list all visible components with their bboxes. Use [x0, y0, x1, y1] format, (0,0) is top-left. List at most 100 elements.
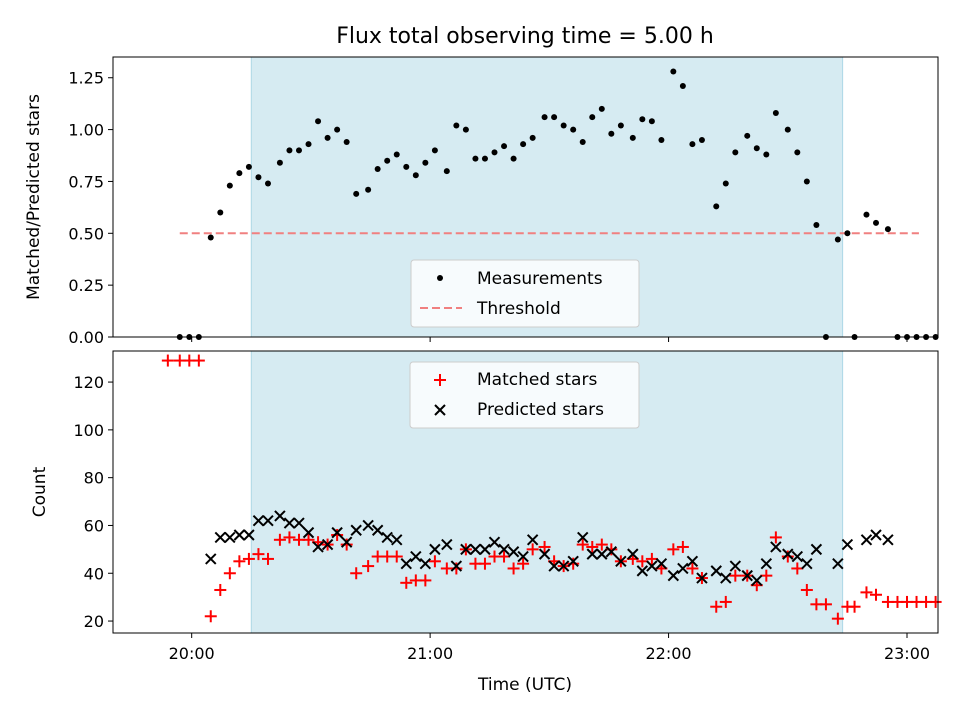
legend-predicted-marker	[434, 404, 446, 416]
predicted-point-56	[760, 557, 773, 570]
count-ytick-label-2: 60	[84, 516, 104, 535]
measurement-point-69	[863, 211, 870, 218]
predicted-point-61	[810, 543, 823, 556]
measurement-point-12	[295, 147, 302, 154]
predicted-point-30	[498, 543, 510, 556]
matched-point-69	[848, 600, 861, 613]
matched-point-41	[567, 557, 580, 570]
predicted-point-40	[596, 548, 608, 560]
predicted-point-39	[586, 548, 598, 560]
predicted-point-10	[302, 526, 315, 539]
predicted-point-5	[252, 514, 265, 527]
matched-point-62	[781, 550, 794, 563]
matched-point-27	[428, 555, 441, 568]
measurement-point-26	[431, 147, 438, 154]
count-legend: Matched stars Predicted stars	[409, 361, 640, 429]
measurement-point-11	[286, 147, 293, 154]
count-xtick-label-0: 20:00	[169, 644, 215, 663]
predicted-point-60	[801, 557, 813, 570]
measurement-point-47	[639, 116, 646, 123]
measurement-point-42	[589, 114, 596, 121]
measurement-point-57	[744, 132, 751, 139]
predicted-point-48	[677, 562, 689, 575]
matched-point-7	[233, 555, 246, 568]
measurement-point-5	[226, 182, 233, 189]
predicted-point-49	[686, 555, 699, 568]
ratio-ytick-label-5: 1.25	[68, 69, 104, 88]
predicted-point-6	[262, 514, 274, 527]
measurement-point-37	[541, 114, 548, 121]
matched-point-24	[400, 576, 413, 589]
measurement-point-14	[315, 118, 322, 125]
predicted-point-8	[283, 517, 296, 529]
measurement-point-41	[579, 139, 586, 146]
matched-point-0	[161, 354, 174, 367]
predicted-point-53	[729, 560, 742, 572]
measurement-point-18	[353, 190, 360, 197]
predicted-point-45	[646, 560, 658, 572]
measurement-point-21	[384, 157, 391, 164]
matched-point-60	[760, 569, 773, 582]
measurement-point-55	[722, 180, 729, 187]
count-xtick-label-3: 23:00	[884, 644, 930, 663]
measurement-point-30	[472, 155, 479, 162]
matched-point-77	[929, 595, 942, 608]
matched-point-6	[223, 567, 236, 580]
measurement-point-34	[510, 155, 517, 162]
count-ytick-label-3: 80	[84, 469, 104, 488]
matched-point-12	[283, 531, 296, 544]
predicted-point-15	[350, 524, 362, 536]
predicted-point-50	[696, 572, 708, 584]
ratio-ytick-label-1: 0.25	[68, 276, 104, 295]
count-y-axis-label: Count	[30, 466, 50, 517]
predicted-point-33	[526, 534, 539, 546]
predicted-point-41	[605, 546, 618, 558]
measurement-point-40	[570, 126, 577, 133]
measurement-point-3	[207, 234, 214, 241]
predicted-point-24	[441, 538, 453, 551]
predicted-point-20	[400, 557, 412, 570]
predicted-point-13	[331, 526, 343, 539]
ratio-ytick-label-3: 0.75	[68, 172, 104, 191]
measurement-point-17	[343, 139, 350, 146]
matched-point-10	[261, 552, 274, 565]
predicted-point-14	[340, 536, 353, 548]
predicted-point-12	[321, 538, 334, 551]
measurement-point-61	[784, 126, 791, 133]
legend-matched-label: Matched stars	[477, 370, 597, 390]
predicted-point-23	[429, 543, 441, 556]
predicted-point-29	[488, 536, 501, 548]
predicted-point-52	[720, 572, 732, 584]
measurement-point-54	[713, 203, 720, 210]
matched-point-32	[478, 557, 491, 570]
count-xtick-label-1: 21:00	[407, 644, 453, 663]
measurement-point-50	[670, 68, 677, 75]
ratio-ytick-label-2: 0.50	[68, 224, 104, 243]
legend-matched-marker	[434, 374, 446, 386]
matched-point-63	[791, 562, 804, 575]
measurement-point-46	[629, 134, 636, 141]
matched-point-26	[419, 574, 432, 587]
measurement-point-32	[491, 149, 498, 156]
matched-point-23	[390, 550, 403, 563]
count-ytick-label-1: 40	[84, 564, 104, 583]
matched-point-56	[719, 595, 732, 608]
measurement-point-19	[365, 186, 372, 193]
matched-point-37	[526, 543, 539, 556]
predicted-point-7	[274, 510, 286, 522]
predicted-point-22	[419, 557, 432, 570]
measurement-point-70	[873, 219, 880, 226]
measurement-point-38	[551, 114, 558, 121]
measurement-point-9	[264, 180, 271, 187]
matched-point-70	[860, 586, 873, 599]
measurement-point-71	[884, 226, 891, 233]
matched-point-11	[273, 533, 286, 546]
count-axes-frame	[112, 350, 939, 634]
legend-measurements-label: Measurements	[477, 269, 603, 289]
measurement-point-66	[834, 236, 841, 243]
count-ytick-label-4: 100	[73, 421, 104, 440]
legend-threshold-label: Threshold	[476, 299, 561, 319]
measurement-point-8	[255, 174, 262, 181]
predicted-point-59	[791, 550, 804, 563]
